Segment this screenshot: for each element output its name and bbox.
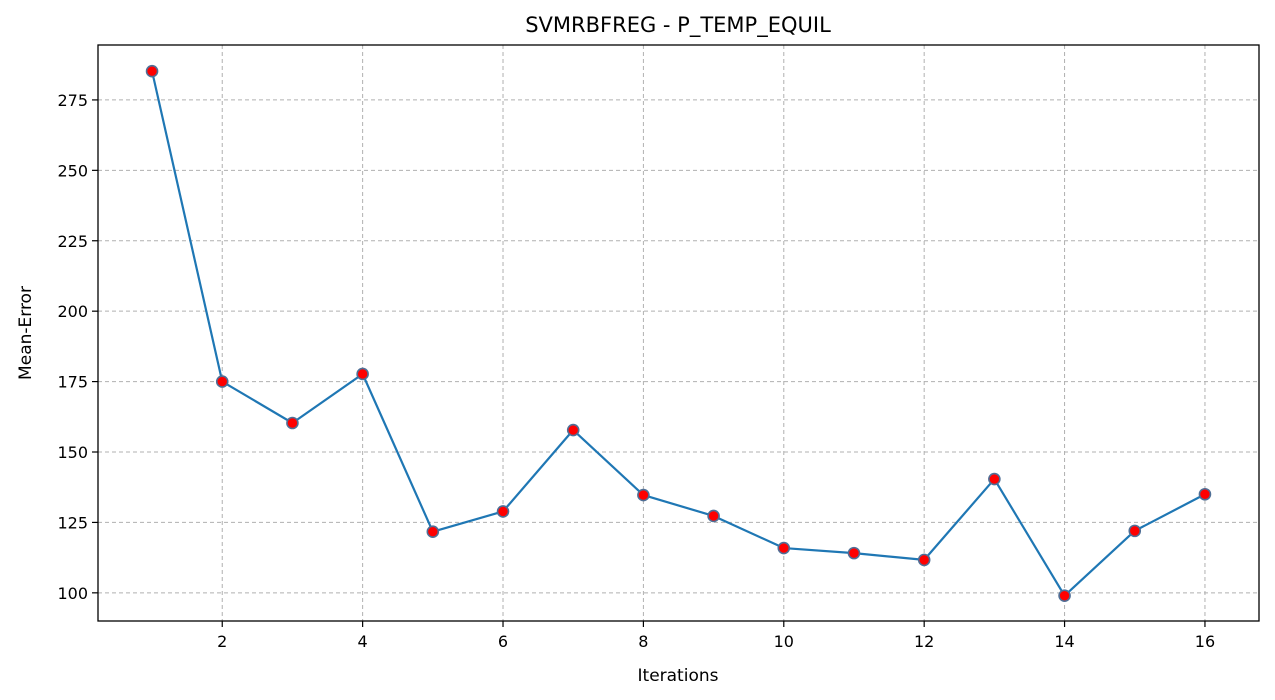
data-point xyxy=(496,505,510,518)
data-point xyxy=(847,546,861,560)
data-point xyxy=(356,367,369,381)
data-point xyxy=(566,423,580,437)
y-tick-label: 250 xyxy=(57,161,88,180)
y-tick-label: 100 xyxy=(57,584,88,603)
x-tick-label: 8 xyxy=(638,632,648,651)
y-tick-label: 275 xyxy=(57,91,88,110)
series-line xyxy=(150,70,1206,597)
x-tick-label: 12 xyxy=(914,632,934,651)
y-axis: 100 125 150 175 200 225 250 275 xyxy=(57,91,98,603)
series-layer xyxy=(145,64,1212,602)
data-point xyxy=(917,553,931,567)
x-tick-label: 6 xyxy=(498,632,508,651)
data-point xyxy=(1198,487,1212,501)
x-tick-label: 2 xyxy=(217,632,227,651)
data-point xyxy=(426,525,440,539)
y-tick-label: 175 xyxy=(57,373,88,392)
x-tick-label: 4 xyxy=(358,632,368,651)
data-point xyxy=(988,472,1001,486)
x-tick-label: 16 xyxy=(1195,632,1215,651)
chart-title: SVMRBFREG - P_TEMP_EQUIL xyxy=(525,13,831,38)
y-axis-label: Mean-Error xyxy=(16,286,36,380)
x-tick-label: 14 xyxy=(1054,632,1074,651)
y-tick-label: 125 xyxy=(57,513,88,532)
data-point xyxy=(1128,524,1142,538)
data-point xyxy=(1058,589,1071,602)
grid xyxy=(98,45,1259,621)
data-point xyxy=(637,488,650,502)
data-point xyxy=(215,375,229,388)
y-tick-label: 150 xyxy=(57,443,88,462)
data-point xyxy=(777,541,791,555)
data-point xyxy=(286,416,299,430)
data-point xyxy=(145,64,159,78)
data-point xyxy=(707,509,720,523)
x-axis-label: Iterations xyxy=(638,666,719,686)
x-axis: 2 4 6 8 10 12 14 16 xyxy=(217,621,1215,651)
y-tick-label: 225 xyxy=(57,232,88,251)
x-tick-label: 10 xyxy=(774,632,794,651)
plot-frame xyxy=(97,44,1260,622)
y-tick-label: 200 xyxy=(57,302,88,321)
